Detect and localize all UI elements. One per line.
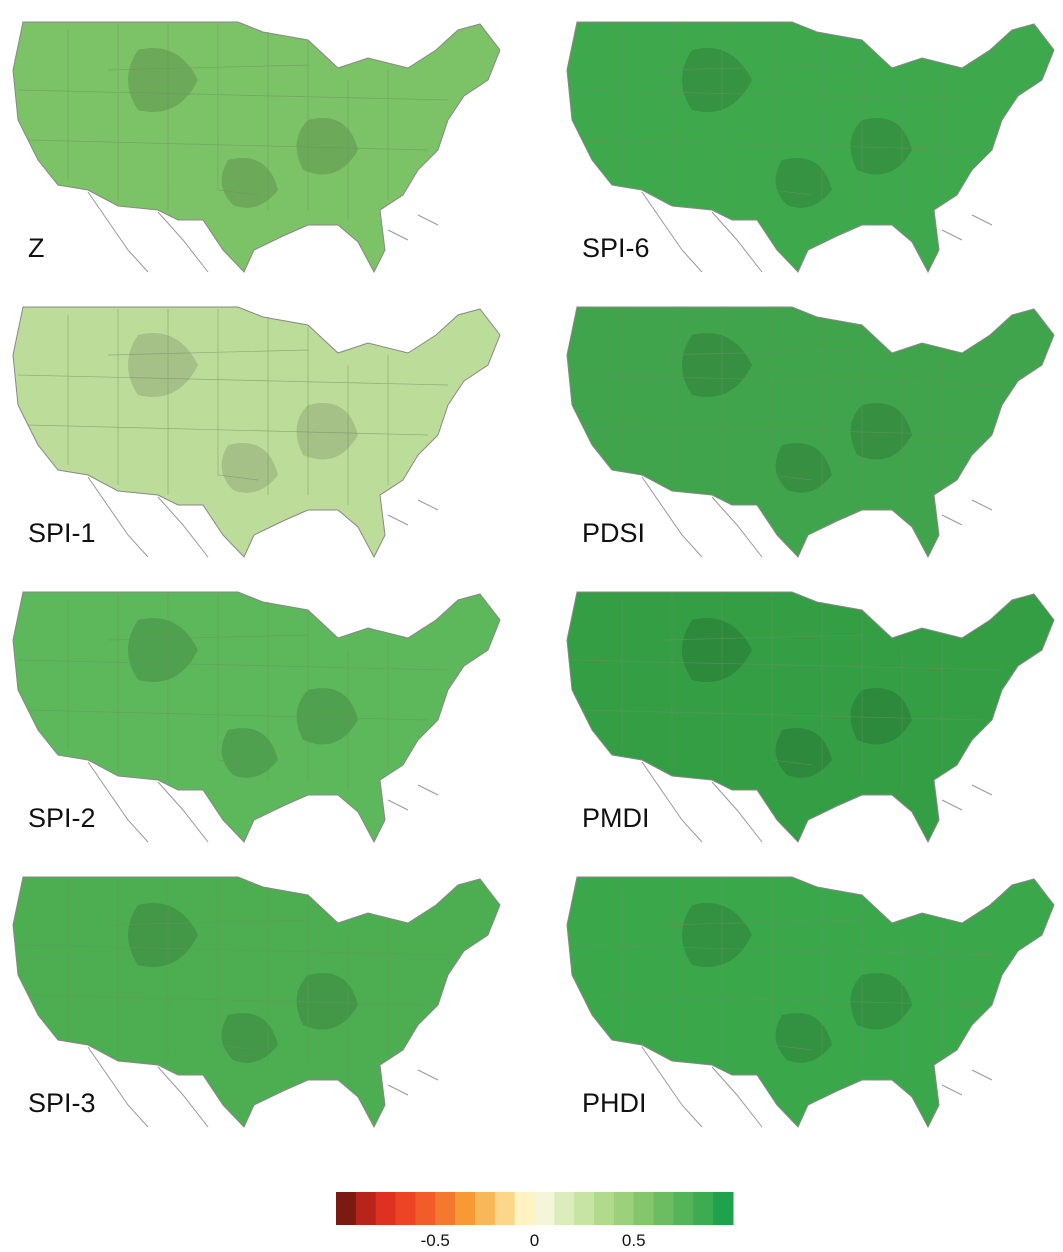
map-panel: SPI-3 [12,876,501,1129]
coastline [87,1046,439,1128]
us-map [12,306,501,559]
region-shading [682,903,912,1063]
colorbar-segment [514,1192,535,1225]
panel-label: PHDI [582,1088,647,1118]
colorbar-segment [494,1192,516,1225]
map-panel: PMDI [566,591,1055,844]
state-borders [571,24,1003,220]
region-shading [128,903,358,1063]
map-panel: Z [12,21,501,274]
colorbar-segment [653,1192,674,1225]
panel-label: PDSI [582,518,645,548]
colorbar-segment [415,1192,436,1225]
colorbar-segment [594,1192,615,1225]
colorbar-segment [693,1192,714,1225]
colorbar-segment [554,1192,575,1225]
us-map [566,21,1055,274]
colorbar-segment [613,1192,635,1225]
map-panel: SPI-2 [12,591,501,844]
region-shading [682,618,912,778]
panel-label: SPI-2 [28,803,96,833]
colorbar-segment [673,1192,694,1225]
coastline [641,476,993,558]
colorbar-segment [355,1192,377,1225]
coastline [87,761,439,843]
state-borders [571,309,1003,505]
us-map [12,591,501,844]
panel-label: Z [28,233,45,263]
us-map [566,591,1055,844]
colorbar-tick-label: -0.5 [421,1231,450,1250]
colorbar-segment [375,1192,397,1225]
colorbar-segment [455,1192,476,1225]
us-map [566,306,1055,559]
state-borders [571,879,1003,1075]
colorbar-segment [713,1192,734,1225]
state-borders [571,594,1003,790]
colorbar-segment [474,1192,496,1225]
state-borders [17,24,449,220]
region-shading [128,48,358,208]
coastline [641,191,993,273]
colorbar-segment [574,1192,595,1225]
panel-label: SPI-3 [28,1088,96,1118]
coastline [641,1046,993,1128]
region-shading [682,333,912,493]
colorbar-segment [336,1192,357,1225]
coastline [87,476,439,558]
coastline [641,761,993,843]
colorbar-segment [395,1192,416,1225]
panel-label: SPI-6 [582,233,650,263]
map-panel: PDSI [566,306,1055,559]
map-panel: SPI-1 [12,306,501,559]
panel-label: SPI-1 [28,518,96,548]
state-borders [17,594,449,790]
region-shading [128,618,358,778]
panel-label: PMDI [582,803,650,833]
colorbar-segment [534,1192,555,1225]
us-map [12,21,501,274]
map-panel: PHDI [566,876,1055,1129]
colorbar-segment [633,1192,655,1225]
region-shading [128,333,358,493]
us-map [566,876,1055,1129]
coastline [87,191,439,273]
colorbar-tick-label: 0 [530,1231,539,1250]
colorbar-segment [435,1192,456,1225]
state-borders [17,309,449,505]
map-panel: SPI-6 [566,21,1055,274]
region-shading [682,48,912,208]
us-map [12,876,501,1129]
state-borders [17,879,449,1075]
colorbar-tick-label: 0.5 [622,1231,646,1250]
